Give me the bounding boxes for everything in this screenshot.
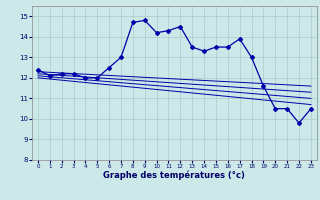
X-axis label: Graphe des températures (°c): Graphe des températures (°c) xyxy=(103,171,245,180)
